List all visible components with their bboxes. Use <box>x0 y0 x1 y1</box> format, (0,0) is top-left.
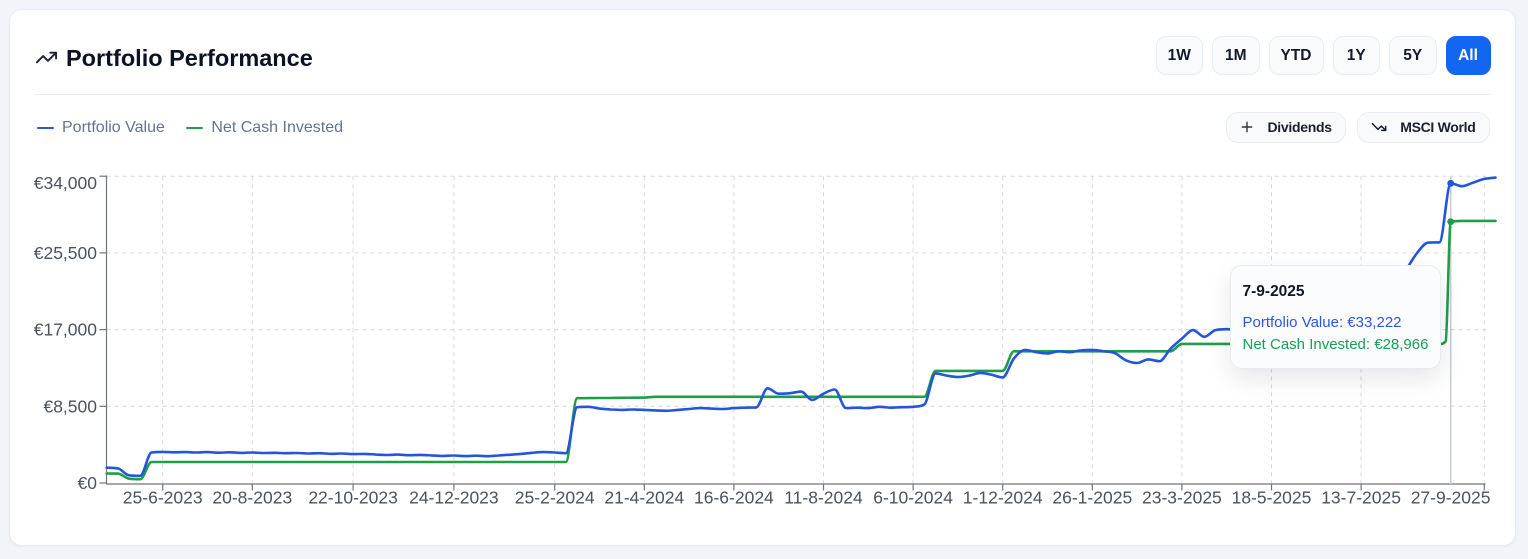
svg-text:27-9-2025: 27-9-2025 <box>1411 488 1491 508</box>
svg-text:20-8-2023: 20-8-2023 <box>212 488 292 508</box>
svg-text:25-6-2023: 25-6-2023 <box>123 488 203 508</box>
svg-text:26-1-2025: 26-1-2025 <box>1052 488 1132 508</box>
svg-text:23-3-2025: 23-3-2025 <box>1142 488 1222 508</box>
svg-text:€34,000: €34,000 <box>34 173 98 193</box>
svg-text:€0: €0 <box>78 473 98 493</box>
svg-text:1-12-2024: 1-12-2024 <box>963 488 1043 508</box>
svg-text:€17,000: €17,000 <box>34 320 98 340</box>
svg-text:25-2-2024: 25-2-2024 <box>515 488 595 508</box>
svg-text:11-8-2024: 11-8-2024 <box>784 488 863 508</box>
svg-text:€25,500: €25,500 <box>34 243 98 263</box>
svg-text:€8,500: €8,500 <box>43 396 97 416</box>
svg-text:16-6-2024: 16-6-2024 <box>694 488 774 508</box>
svg-text:18-5-2025: 18-5-2025 <box>1232 488 1312 508</box>
svg-text:6-10-2024: 6-10-2024 <box>873 488 953 508</box>
svg-text:24-12-2023: 24-12-2023 <box>409 488 499 508</box>
svg-text:21-4-2024: 21-4-2024 <box>604 488 684 508</box>
svg-text:22-10-2023: 22-10-2023 <box>308 488 398 508</box>
svg-text:13-7-2025: 13-7-2025 <box>1321 488 1401 508</box>
